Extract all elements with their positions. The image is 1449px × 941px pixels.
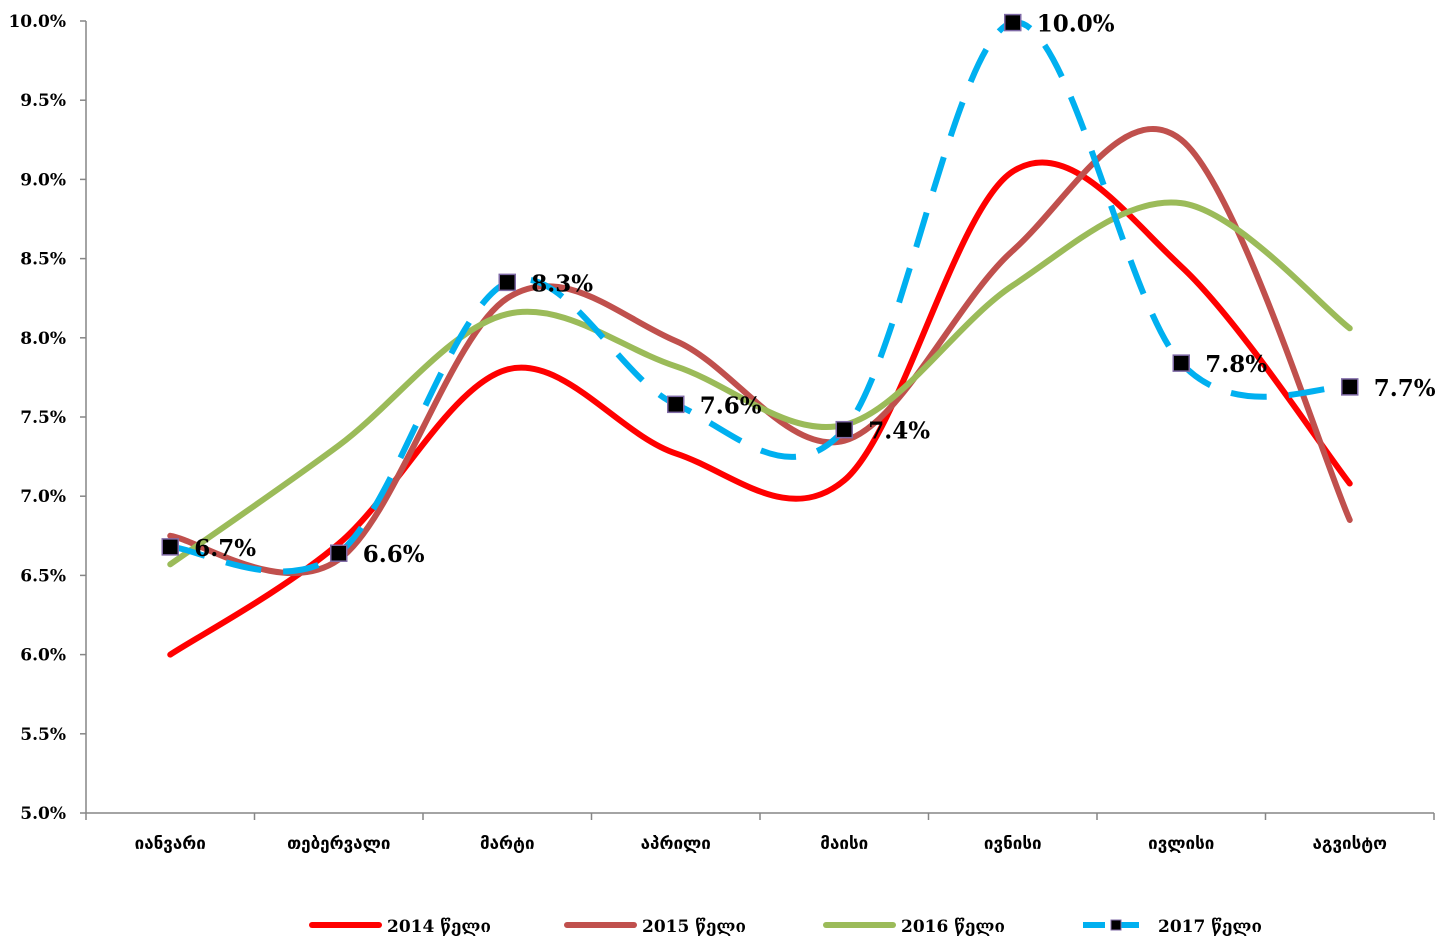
data-point-marker [498,273,516,292]
data-label: 6.7% [194,535,256,562]
data-point-marker [330,544,348,562]
y-tick-label: 10.0% [8,12,66,32]
x-category-label: ივნისი [984,834,1042,854]
data-label: 6.6% [363,541,425,568]
x-category-label: ივლისი [1148,834,1214,854]
legend-label: 2015 წელი [642,917,746,937]
data-labels: 6.7% 6.6% 8.3% 7.6% 7.4% 10.0% 7.8% 7.7% [194,11,1436,569]
legend: 2014 წელი 2015 წელი 2016 წელი 2017 წელი [309,917,1262,937]
series-lines [167,19,1353,658]
x-category-label: აპრილი [641,834,711,854]
data-label: 10.0% [1037,11,1115,38]
data-label: 7.6% [700,392,762,419]
series-line-3 [169,19,1351,575]
legend-label: 2017 წელი [1158,917,1262,937]
data-label: 7.4% [868,418,930,445]
legend-label: 2014 წელი [387,917,491,937]
data-point-marker [667,395,685,414]
y-tick-label: 7.5% [20,408,66,428]
series-line-1 [167,125,1353,577]
y-tick-label: 5.5% [20,725,66,745]
data-label: 8.3% [531,270,593,297]
legend-marker [1110,919,1122,931]
data-label: 7.7% [1374,375,1436,402]
x-category-label: იანვარი [135,834,206,854]
x-category-label: მარტი [480,834,535,854]
x-category-label: თებერვალი [287,834,390,854]
x-category-labels: იანვარი თებერვალი მარტი აპრილი მაისი ივნისი ივ… [135,834,1388,854]
series-markers [161,13,1359,562]
y-tick-label: 6.5% [20,566,66,586]
y-tick-label: 5.0% [20,804,66,824]
x-category-label: მაისი [820,834,868,854]
data-point-marker [161,538,179,556]
data-point-marker [1172,354,1190,372]
data-label: 7.8% [1205,351,1267,378]
y-tick-label: 8.5% [20,250,66,270]
legend-label: 2016 წელი [901,917,1005,937]
y-tick-label: 9.0% [20,170,66,190]
data-point-marker [1004,13,1022,32]
data-point-marker [835,420,853,439]
series-line-2 [167,199,1353,568]
y-tick-label: 6.0% [20,646,66,666]
y-tick-label: 8.0% [20,329,66,349]
y-tick-labels: 5.0% 5.5% 6.0% 6.5% 7.0% 7.5% 8.0% 8.5% 9.0% 9.5%… [8,12,66,824]
y-tick-label: 7.0% [20,487,66,507]
data-point-marker [1341,378,1359,396]
axes [80,20,1435,820]
x-category-label: აგვისტო [1312,834,1387,854]
y-tick-label: 9.5% [20,91,66,111]
